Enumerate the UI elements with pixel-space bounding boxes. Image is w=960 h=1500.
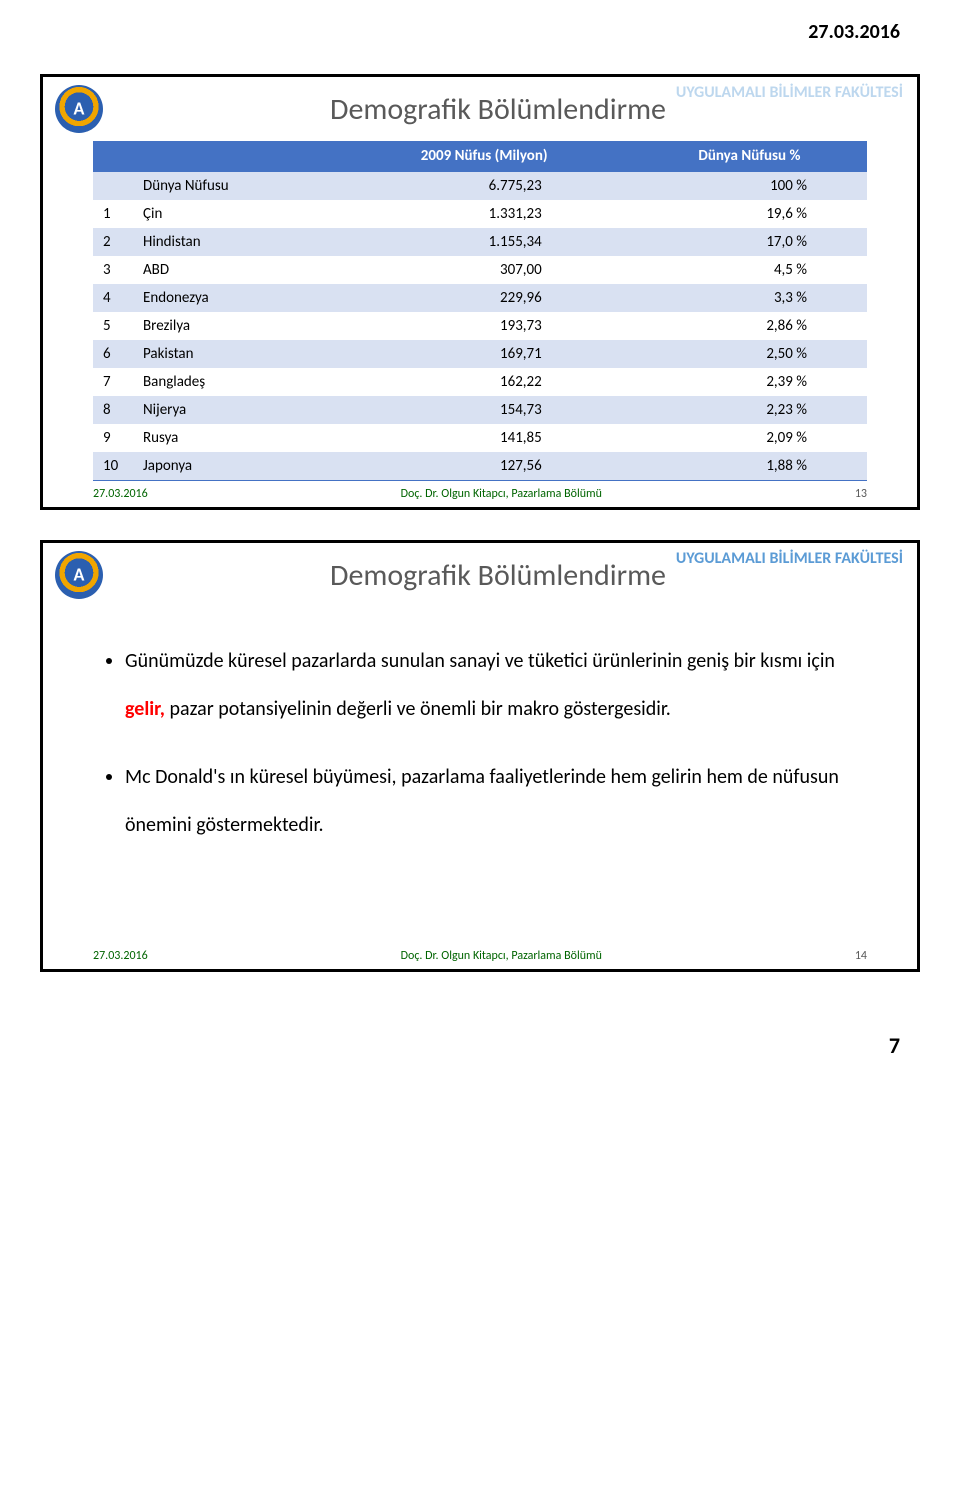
th-population: 2009 Nüfus (Milyon)	[337, 141, 632, 172]
cell-pct: 4,5 %	[632, 256, 867, 284]
cell-rank: 5	[93, 312, 133, 340]
cell-rank: 10	[93, 452, 133, 481]
bullet-1-highlight: gelir,	[125, 697, 165, 721]
cell-name: Rusya	[133, 424, 337, 452]
table-row: 7 Bangladeş 162,22 2,39 %	[93, 368, 867, 396]
cell-value: 6.775,23	[337, 172, 632, 201]
faculty-label: UYGULAMALI BİLİMLER FAKÜLTESİ	[676, 549, 903, 568]
bullet-list: Günümüzde küresel pazarlarda sunulan san…	[93, 607, 867, 879]
cell-pct: 3,3 %	[632, 284, 867, 312]
university-logo-icon	[55, 85, 103, 133]
bullet-1-text-b: pazar potansiyelinin değerli ve önemli b…	[165, 697, 671, 721]
cell-value: 162,22	[337, 368, 632, 396]
cell-rank: 7	[93, 368, 133, 396]
cell-rank: 9	[93, 424, 133, 452]
table-row: 5 Brezilya 193,73 2,86 %	[93, 312, 867, 340]
table-row-world: Dünya Nüfusu 6.775,23 100 %	[93, 172, 867, 201]
cell-name: Endonezya	[133, 284, 337, 312]
bullet-1: Günümüzde küresel pazarlarda sunulan san…	[125, 637, 857, 733]
cell-name: Japonya	[133, 452, 337, 481]
cell-value: 141,85	[337, 424, 632, 452]
cell-pct: 1,88 %	[632, 452, 867, 481]
cell-pct: 17,0 %	[632, 228, 867, 256]
cell-name: ABD	[133, 256, 337, 284]
bullet-1-text-a: Günümüzde küresel pazarlarda sunulan san…	[125, 649, 835, 673]
cell-value: 307,00	[337, 256, 632, 284]
th-rank	[93, 141, 133, 172]
cell-value: 1.331,23	[337, 200, 632, 228]
cell-pct: 2,23 %	[632, 396, 867, 424]
cell-name: Çin	[133, 200, 337, 228]
cell-value: 169,71	[337, 340, 632, 368]
faculty-label: UYGULAMALI BİLİMLER FAKÜLTESİ	[676, 83, 903, 102]
slide-1: UYGULAMALI BİLİMLER FAKÜLTESİ Demografik…	[40, 74, 920, 510]
page-number: 7	[0, 1002, 960, 1079]
cell-value: 127,56	[337, 452, 632, 481]
university-logo-icon	[55, 551, 103, 599]
population-table: 2009 Nüfus (Milyon) Dünya Nüfusu % Dünya…	[93, 141, 867, 481]
slide-2-body: Günümüzde küresel pazarlarda sunulan san…	[43, 603, 917, 963]
table-row: 9 Rusya 141,85 2,09 %	[93, 424, 867, 452]
cell-pct: 2,86 %	[632, 312, 867, 340]
cell-pct: 2,50 %	[632, 340, 867, 368]
cell-name: Bangladeş	[133, 368, 337, 396]
bullet-2-text: Mc Donald's ın küresel büyümesi, pazarla…	[125, 765, 839, 837]
cell-name: Nijerya	[133, 396, 337, 424]
table-row: 8 Nijerya 154,73 2,23 %	[93, 396, 867, 424]
table-row: 3 ABD 307,00 4,5 %	[93, 256, 867, 284]
th-country	[133, 141, 337, 172]
cell-name: Dünya Nüfusu	[133, 172, 337, 201]
cell-name: Brezilya	[133, 312, 337, 340]
table-row: 1 Çin 1.331,23 19,6 %	[93, 200, 867, 228]
cell-rank	[93, 172, 133, 201]
cell-name: Pakistan	[133, 340, 337, 368]
slide-1-body: 2009 Nüfus (Milyon) Dünya Nüfusu % Dünya…	[43, 137, 917, 501]
cell-rank: 4	[93, 284, 133, 312]
page-header-date: 27.03.2016	[0, 0, 960, 54]
cell-rank: 6	[93, 340, 133, 368]
cell-value: 154,73	[337, 396, 632, 424]
table-row: 10 Japonya 127,56 1,88 %	[93, 452, 867, 481]
cell-name: Hindistan	[133, 228, 337, 256]
cell-value: 1.155,34	[337, 228, 632, 256]
cell-pct: 2,09 %	[632, 424, 867, 452]
table-row: 6 Pakistan 169,71 2,50 %	[93, 340, 867, 368]
cell-rank: 2	[93, 228, 133, 256]
cell-rank: 1	[93, 200, 133, 228]
cell-value: 229,96	[337, 284, 632, 312]
cell-pct: 100 %	[632, 172, 867, 201]
table-row: 4 Endonezya 229,96 3,3 %	[93, 284, 867, 312]
cell-pct: 19,6 %	[632, 200, 867, 228]
table-header-row: 2009 Nüfus (Milyon) Dünya Nüfusu %	[93, 141, 867, 172]
cell-rank: 8	[93, 396, 133, 424]
th-percent: Dünya Nüfusu %	[632, 141, 867, 172]
cell-rank: 3	[93, 256, 133, 284]
cell-pct: 2,39 %	[632, 368, 867, 396]
cell-value: 193,73	[337, 312, 632, 340]
slide-2: UYGULAMALI BİLİMLER FAKÜLTESİ Demografik…	[40, 540, 920, 972]
table-row: 2 Hindistan 1.155,34 17,0 %	[93, 228, 867, 256]
bullet-2: Mc Donald's ın küresel büyümesi, pazarla…	[125, 753, 857, 849]
